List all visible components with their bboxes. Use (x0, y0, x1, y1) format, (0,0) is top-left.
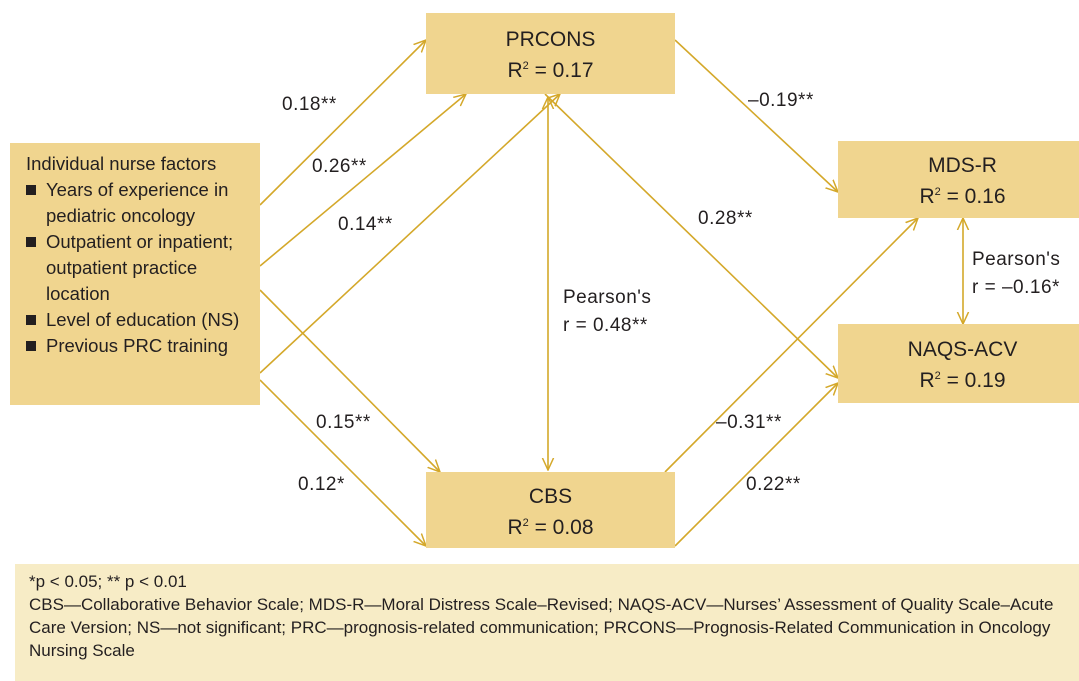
label-prcons-naqs: 0.28** (698, 208, 753, 229)
factor-item-training: Previous PRC training (26, 333, 260, 359)
path-location-to-cbs (259, 289, 440, 472)
label-prcons-mds: –0.19** (748, 90, 814, 111)
label-location-prcons: 0.26** (312, 156, 367, 177)
naqs-r2: R2 = 0.19 (919, 369, 1006, 392)
path-training-to-cbs (259, 379, 426, 546)
prcons-r2: R2 = 0.17 (507, 59, 594, 82)
label-training-cbs: 0.12* (298, 474, 345, 495)
factor-item-experience: Years of experience in pediatric oncolog… (26, 177, 260, 229)
footnote-abbreviations: CBS—Collaborative Behavior Scale; MDS-R—… (29, 595, 1054, 660)
factor-item-education: Level of education (NS) (26, 307, 260, 333)
arrow-layer (259, 0, 1079, 560)
naqs-title: NAQS-ACV (907, 338, 1018, 361)
path-cbs-to-mds (664, 218, 918, 473)
mds-r2: R2 = 0.16 (919, 185, 1006, 208)
prcons-box: PRCONS R2 = 0.17 (426, 13, 675, 94)
naqs-box: NAQS-ACV R2 = 0.19 (838, 324, 1079, 403)
footnote-significance: *p < 0.05; ** p < 0.01 (29, 572, 187, 591)
footnote-box: *p < 0.05; ** p < 0.01 CBS—Collaborative… (15, 564, 1079, 681)
factors-title: Individual nurse factors (26, 153, 217, 174)
mds-title: MDS-R (928, 154, 997, 177)
path-prcons-to-mds (674, 39, 838, 192)
path-training-to-prcons (259, 94, 560, 374)
factor-item-location: Outpatient or inpatient; outpatient prac… (26, 229, 260, 307)
cbs-title: CBS (528, 485, 573, 508)
label-cbs-naqs: 0.22** (746, 474, 801, 495)
path-cbs-to-naqs (674, 383, 838, 547)
path-prcons-to-naqs (544, 93, 838, 378)
nurse-factors-box: Individual nurse factors Years of experi… (10, 143, 260, 405)
cbs-r2: R2 = 0.08 (507, 516, 594, 539)
label-experience-prcons: 0.18** (282, 94, 337, 115)
label-training-prcons: 0.14** (338, 214, 393, 235)
mds-box: MDS-R R2 = 0.16 (838, 141, 1079, 218)
label-correlation-prcons-cbs: Pearson's r = 0.48** (563, 287, 652, 336)
label-cbs-mds: –0.31** (716, 412, 782, 433)
cbs-box: CBS R2 = 0.08 (426, 472, 675, 548)
label-location-cbs: 0.15** (316, 412, 371, 433)
label-correlation-mds-naqs: Pearson's r = –0.16* (972, 249, 1061, 298)
path-location-to-prcons (259, 94, 466, 267)
prcons-title: PRCONS (505, 28, 596, 51)
path-experience-to-prcons (259, 40, 426, 206)
